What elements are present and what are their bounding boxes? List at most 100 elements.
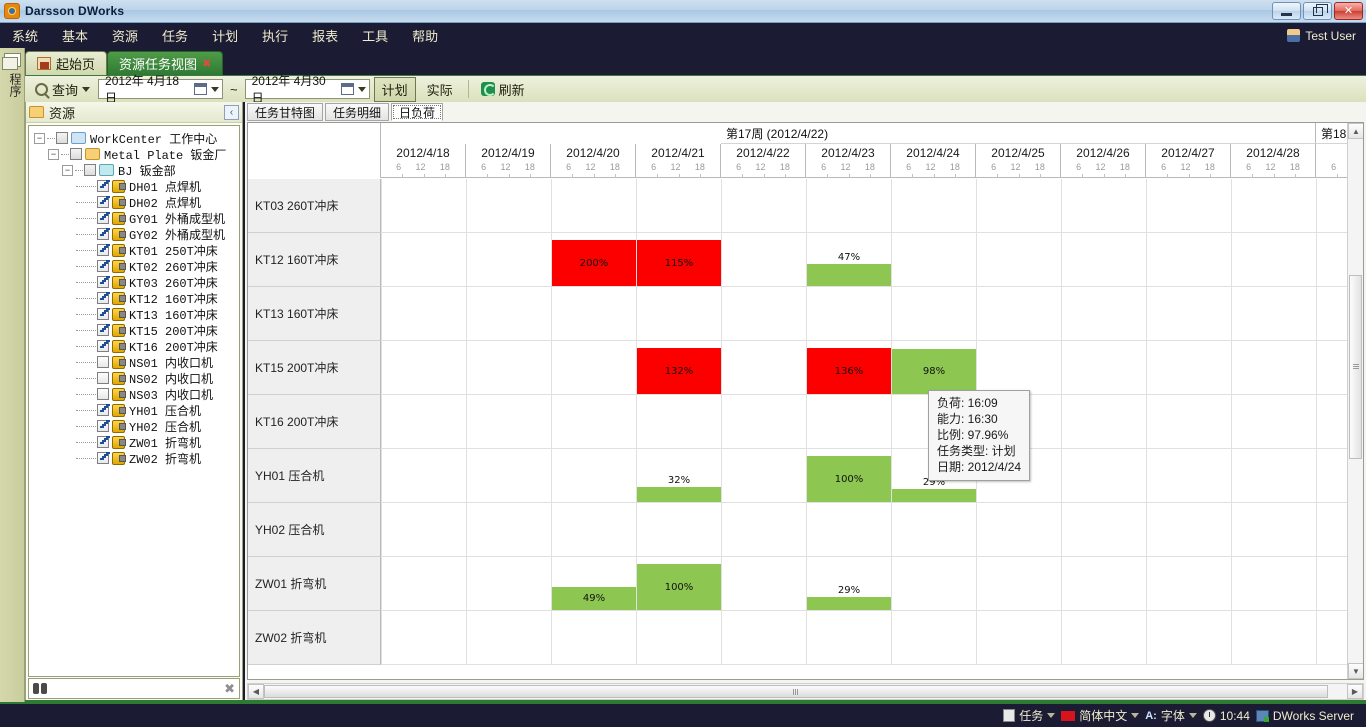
tree-checkbox[interactable] [97,292,109,304]
tree-node[interactable]: − BJ 钣金部 [31,162,237,179]
left-dock[interactable]: 程序 [0,48,25,702]
tree-node[interactable]: KT13 160T冲床 [31,306,237,323]
scroll-up-button[interactable]: ▲ [1348,123,1363,139]
refresh-button[interactable]: 刷新 [477,78,529,101]
load-bar[interactable]: 32% [637,456,721,502]
tree-checkbox[interactable] [97,180,109,192]
status-item-font[interactable]: A: 字体 [1145,707,1197,724]
chevron-down-icon[interactable] [1188,713,1197,718]
tree-node[interactable]: KT03 260T冲床 [31,274,237,291]
menu-item-计划[interactable]: 计划 [212,29,239,44]
tree-checkbox[interactable] [97,308,109,320]
tree-checkbox[interactable] [97,260,109,272]
load-bar[interactable]: 29% [892,456,976,502]
load-bar[interactable]: 100% [807,456,891,502]
tree-node[interactable]: KT01 250T冲床 [31,242,237,259]
minimize-button[interactable] [1272,2,1301,20]
chevron-down-icon[interactable] [82,86,91,92]
menu-item-帮助[interactable]: 帮助 [412,29,439,44]
tree-checkbox[interactable] [97,452,109,464]
status-item-language[interactable]: 简体中文 [1061,707,1140,724]
date-to-input[interactable]: 2012年 4月30日 [244,74,370,105]
plan-toggle[interactable]: 计划 [373,76,416,102]
tree-node[interactable]: − WorkCenter 工作中心 [31,130,237,147]
close-icon[interactable]: ✖ [202,58,212,70]
tree-node[interactable]: DH02 点焊机 [31,194,237,211]
status-item-server[interactable]: DWorks Server [1255,709,1354,723]
vertical-scroll-thumb[interactable] [1349,275,1362,459]
tree-checkbox[interactable] [97,244,109,256]
view-tab-0[interactable]: 任务甘特图 [247,103,324,121]
chevron-down-icon[interactable] [357,86,366,92]
tree-node[interactable]: KT16 200T冲床 [31,338,237,355]
tree-node[interactable]: KT02 260T冲床 [31,258,237,275]
menu-item-基本[interactable]: 基本 [62,29,89,44]
view-tab-1[interactable]: 任务明细 [325,103,390,121]
window-tab-1[interactable]: 资源任务视图 ✖ [107,51,224,75]
scroll-down-button[interactable]: ▼ [1348,663,1363,679]
tree-checkbox[interactable] [84,164,96,176]
tree-node[interactable]: NS02 内收口机 [31,370,237,387]
load-bar[interactable]: 47% [807,240,891,286]
tree-checkbox[interactable] [97,340,109,352]
tree-checkbox[interactable] [97,356,109,368]
collapse-panel-button[interactable]: ‹ [224,104,239,120]
chevron-down-icon[interactable] [211,86,220,92]
tree-checkbox[interactable] [97,276,109,288]
tree-node[interactable]: YH02 压合机 [31,418,237,435]
query-button[interactable]: 查询 [31,78,94,101]
scroll-left-button[interactable]: ◀ [248,684,264,699]
vertical-scrollbar[interactable]: ▲ ▼ [1347,123,1363,679]
view-tab-2[interactable]: 日负荷 [391,103,444,121]
load-bar[interactable]: 100% [637,564,721,610]
load-bar[interactable]: 115% [637,240,721,286]
load-bar[interactable]: 200% [552,240,636,286]
tree-checkbox[interactable] [97,196,109,208]
tree-node[interactable]: YH01 压合机 [31,402,237,419]
status-item-time[interactable]: 10:44 [1202,709,1250,723]
tree-checkbox[interactable] [70,148,82,160]
load-bar[interactable]: 136% [807,348,891,394]
tree-expander-icon[interactable]: − [34,132,45,144]
horizontal-scrollbar[interactable]: ◀ ▶ [247,683,1364,700]
tree-node[interactable]: ZW02 折弯机 [31,450,237,467]
tree-node[interactable]: DH01 点焊机 [31,178,237,195]
tree-node[interactable]: GY01 外桶成型机 [31,210,237,227]
tree-checkbox[interactable] [97,436,109,448]
tree-checkbox[interactable] [97,324,109,336]
maximize-button[interactable] [1303,2,1332,20]
tree-checkbox[interactable] [97,388,109,400]
tree-checkbox[interactable] [97,228,109,240]
load-bar[interactable]: 98% [892,348,976,394]
tree-node[interactable]: NS01 内收口机 [31,354,237,371]
menu-item-工具[interactable]: 工具 [362,29,389,44]
actual-toggle[interactable]: 实际 [426,82,453,98]
tree-node[interactable]: KT15 200T冲床 [31,322,237,339]
menu-item-执行[interactable]: 执行 [262,29,289,44]
clear-find-icon[interactable]: ✖ [224,680,235,696]
tree-expander-icon[interactable]: − [62,164,73,176]
tree-checkbox[interactable] [97,420,109,432]
tree-node[interactable]: ZW01 折弯机 [31,434,237,451]
tree-checkbox[interactable] [97,404,109,416]
chevron-down-icon[interactable] [1047,713,1056,718]
load-bar[interactable]: 29% [807,564,891,610]
load-bar[interactable]: 49% [552,564,636,610]
tree-find-bar[interactable]: ✖ [28,678,240,699]
tree-node[interactable]: − Metal Plate 钣金厂 [31,146,237,163]
horizontal-scroll-thumb[interactable] [264,685,1328,698]
menu-item-资源[interactable]: 资源 [112,29,139,44]
calendar-icon[interactable] [194,83,208,95]
menu-item-报表[interactable]: 报表 [312,29,339,44]
load-bar[interactable]: 132% [637,348,721,394]
menu-item-任务[interactable]: 任务 [162,29,189,44]
menu-item-系统[interactable]: 系统 [12,29,39,44]
tree-node[interactable]: NS03 内收口机 [31,386,237,403]
tree-node[interactable]: GY02 外桶成型机 [31,226,237,243]
binoculars-icon[interactable] [33,683,47,694]
date-from-input[interactable]: 2012年 4月18日 [98,74,224,105]
scroll-right-button[interactable]: ▶ [1347,684,1363,699]
status-item-task[interactable]: 任务 [1003,707,1056,724]
resource-tree[interactable]: − WorkCenter 工作中心 − Metal Plate 钣金厂 − BJ 钣金部 D… [28,125,240,677]
tree-node[interactable]: KT12 160T冲床 [31,290,237,307]
